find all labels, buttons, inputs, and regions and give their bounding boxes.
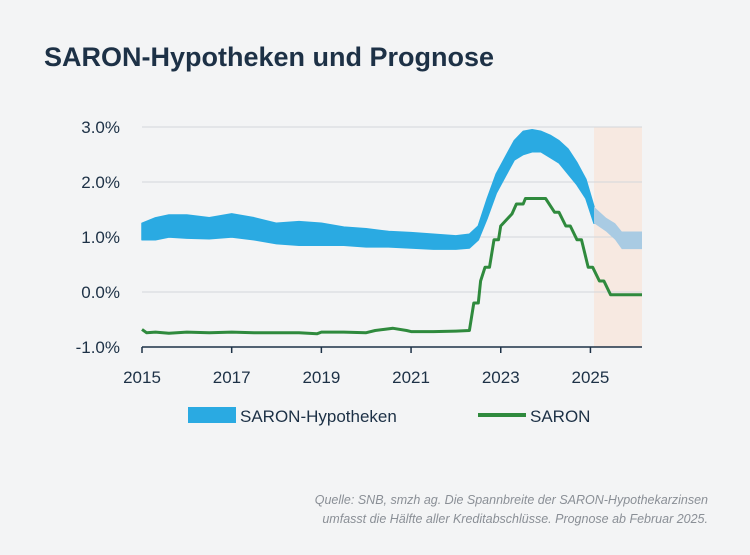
series-layer bbox=[141, 129, 642, 336]
source-line-2: umfasst die Hälfte aller Kreditabschlüss… bbox=[322, 512, 708, 526]
axis-layer: 3.0% 2.0% 1.0% 0.0% -1.0%2015 2017 2019 2021 202… bbox=[76, 118, 642, 387]
legend-swatch-saron-hypotheken bbox=[188, 407, 236, 423]
x-tick-label: 2021 bbox=[392, 368, 430, 387]
saron-line bbox=[141, 197, 642, 336]
source-line-1: Quelle: SNB, smzh ag. Die Spannbreite de… bbox=[314, 493, 708, 507]
legend: SARON-Hypotheken SARON bbox=[188, 407, 590, 426]
y-tick-label: 3.0% bbox=[81, 118, 120, 137]
source-note: Quelle: SNB, smzh ag. Die Spannbreite de… bbox=[238, 491, 708, 529]
saron-hypotheken-forecast-band bbox=[594, 206, 642, 250]
legend-label-saron-hypotheken: SARON-Hypotheken bbox=[240, 407, 397, 426]
x-tick-label: 2019 bbox=[302, 368, 340, 387]
chart-title: SARON-Hypotheken und Prognose bbox=[44, 42, 495, 72]
y-tick-label: 2.0% bbox=[81, 173, 120, 192]
x-tick-label: 2023 bbox=[482, 368, 520, 387]
saron-hypotheken-band bbox=[141, 129, 595, 250]
x-tick-label: 2015 bbox=[123, 368, 161, 387]
y-tick-label: 1.0% bbox=[81, 228, 120, 247]
x-tick-label: 2017 bbox=[213, 368, 251, 387]
x-tick-label: 2025 bbox=[572, 368, 610, 387]
legend-label-saron: SARON bbox=[530, 407, 590, 426]
y-tick-label: 0.0% bbox=[81, 283, 120, 302]
y-tick-label: -1.0% bbox=[76, 338, 120, 357]
